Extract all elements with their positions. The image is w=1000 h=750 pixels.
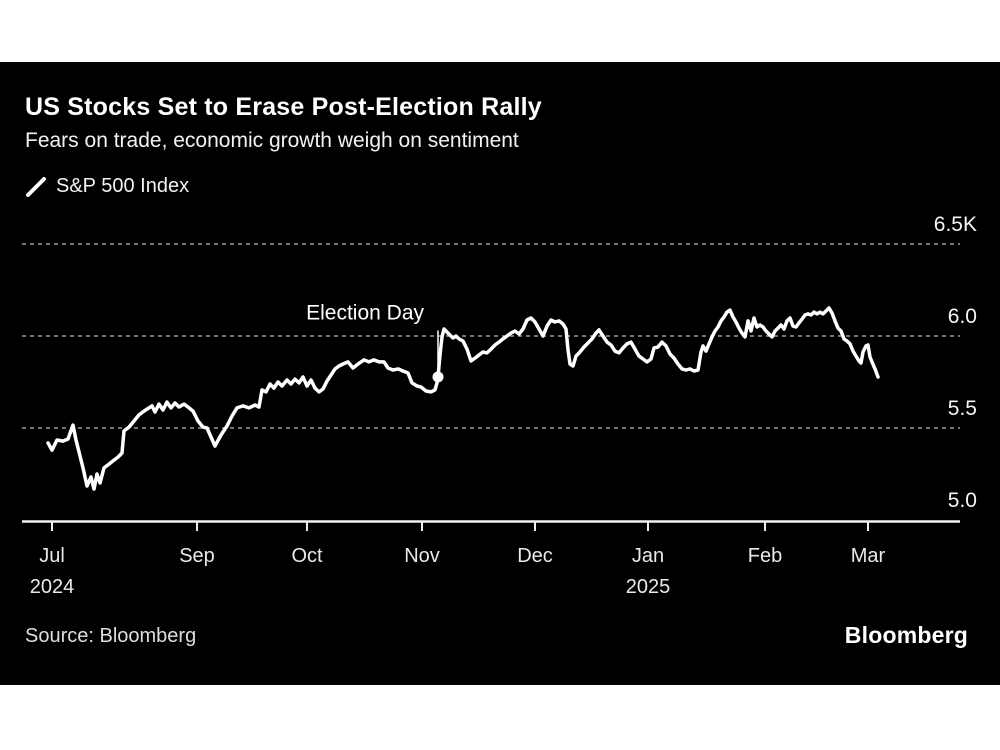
source-credit: Source: Bloomberg <box>25 625 197 647</box>
x-year-label: 2024 <box>30 576 75 598</box>
x-tick-label: Feb <box>748 545 782 567</box>
chart-subtitle: Fears on trade, economic growth weigh on… <box>25 129 519 152</box>
chart-legend: S&P 500 Index <box>25 175 189 198</box>
x-tick-label: Jan <box>632 545 664 567</box>
y-axis-label: 6.0 <box>948 305 977 328</box>
y-axis-label: 6.5K <box>934 213 977 236</box>
y-axis-label: 5.5 <box>948 397 977 420</box>
x-tick-label: Sep <box>179 545 215 567</box>
x-year-label: 2025 <box>626 576 671 598</box>
bloomberg-logo: Bloomberg <box>844 622 968 648</box>
x-tick-label: Mar <box>851 545 886 567</box>
legend-series-label: S&P 500 Index <box>56 175 190 197</box>
election-day-label: Election Day <box>306 301 424 324</box>
chart-card: 6.5K 6.0 5.5 5.0 Jul 2024 Sep Oct Nov Dec Jan 2025 F… <box>0 62 1000 685</box>
x-tick-label: Dec <box>517 545 553 567</box>
price-line <box>46 306 880 491</box>
chart-canvas: 6.5K 6.0 5.5 5.0 Jul 2024 Sep Oct Nov Dec Jan 2025 F… <box>22 213 977 598</box>
x-tick-label: Jul <box>39 545 65 567</box>
y-axis-label: 5.0 <box>948 489 977 512</box>
x-tick-label: Oct <box>291 545 323 567</box>
chart-title: US Stocks Set to Erase Post-Election Ral… <box>25 93 542 121</box>
election-day-dot <box>432 371 444 383</box>
x-tick-label: Nov <box>404 545 440 567</box>
series-slash-icon <box>25 176 47 198</box>
